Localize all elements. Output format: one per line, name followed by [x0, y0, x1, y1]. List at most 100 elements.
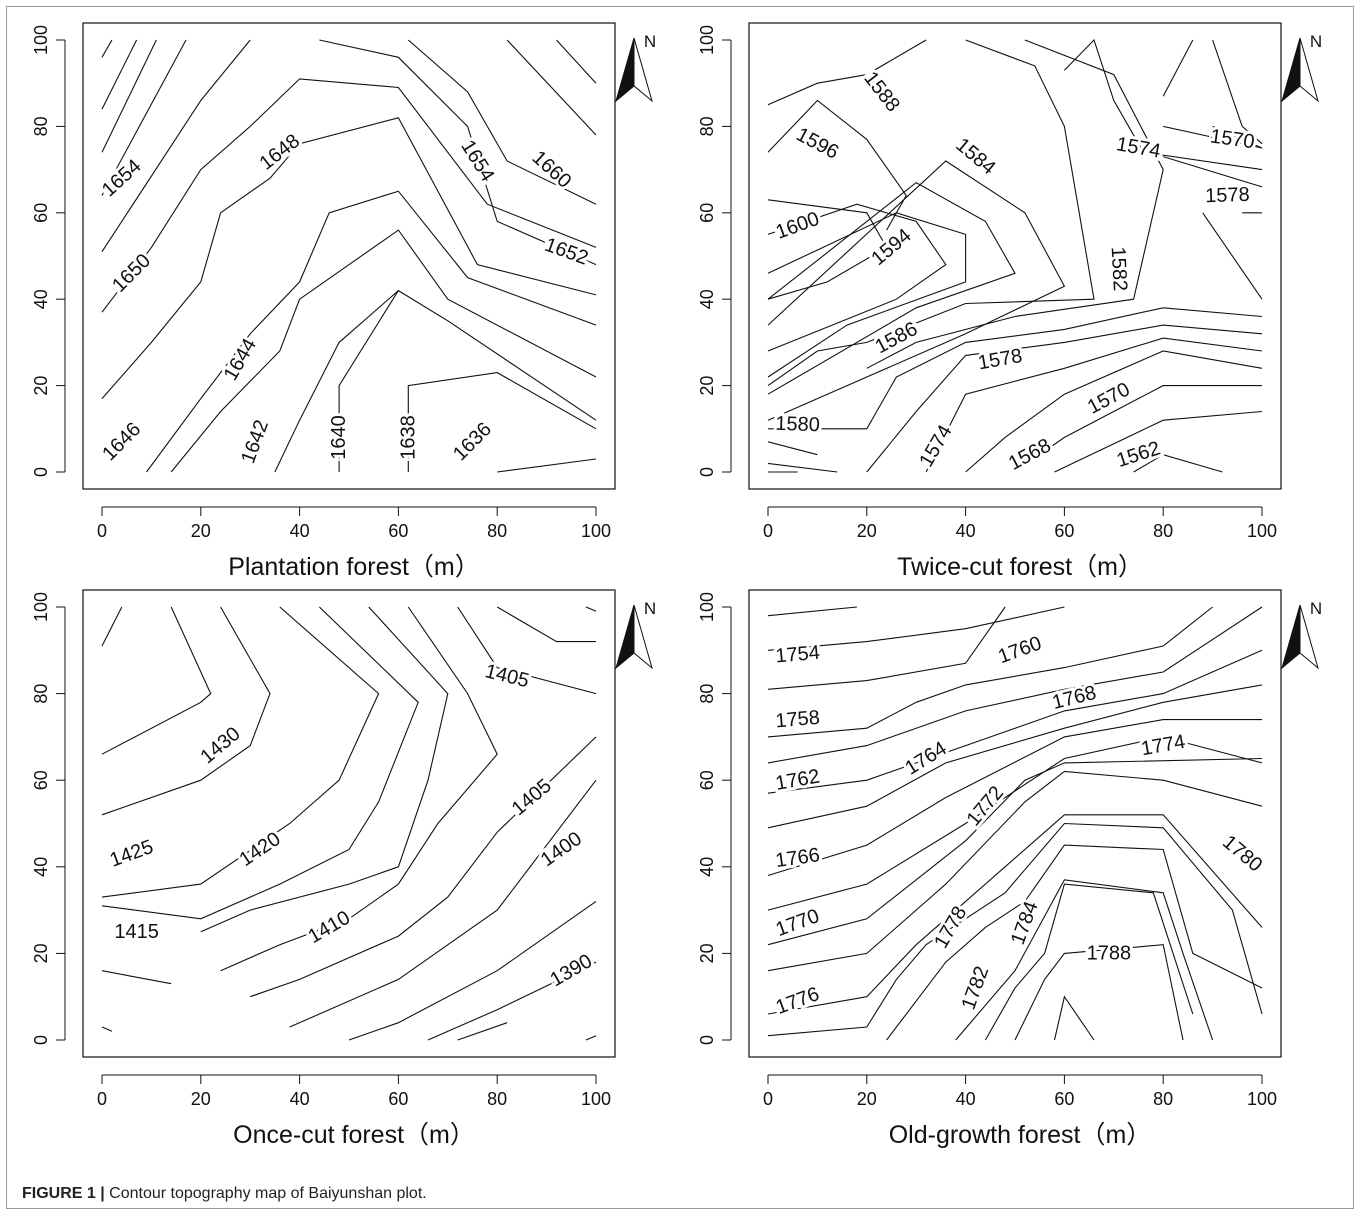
- contour-label: 1642: [237, 417, 273, 466]
- contour-label: 1654: [98, 155, 146, 201]
- contour-line: [1212, 39, 1263, 145]
- contour-label: 1415: [114, 921, 159, 943]
- panel-3: 1430 1425 1420 1415 1410 1405 1405 1400 1390 0 20 4…: [31, 589, 656, 1149]
- contour-line: [767, 757, 1263, 946]
- contour-line: [101, 606, 271, 816]
- contour-line: [767, 181, 1016, 395]
- contour-label: 1780: [1218, 831, 1266, 876]
- contour-line: [984, 883, 1194, 1041]
- contour-label: 1588: [859, 68, 904, 117]
- y-tick-label: 60: [697, 203, 717, 223]
- contour-label: 1646: [98, 418, 145, 465]
- contour-label: 1660: [528, 147, 576, 193]
- contour-label: 1405: [508, 775, 556, 820]
- x-axis-title: Twice-cut forest（m）: [897, 553, 1143, 581]
- y-tick-label: 0: [697, 1035, 717, 1045]
- x-tick-label: 80: [1153, 1089, 1173, 1109]
- contour-line: [496, 606, 596, 643]
- x-tick-label: 60: [388, 521, 408, 541]
- contour-line: [767, 814, 1263, 1015]
- caption-label: FIGURE 1 |: [22, 1185, 105, 1202]
- contour-label: 1782: [958, 963, 994, 1012]
- contour-line: [1133, 454, 1223, 473]
- contour-line: [925, 337, 1263, 473]
- x-tick-label: 80: [1153, 521, 1173, 541]
- y-tick-label: 40: [31, 857, 51, 877]
- x-tick-label: 40: [290, 1089, 310, 1109]
- x-tick-label: 60: [1054, 521, 1074, 541]
- contour-label: 1400: [537, 828, 586, 872]
- contour-line: [1212, 125, 1263, 149]
- contour-line: [1054, 410, 1263, 473]
- contour-line: [768, 307, 1263, 430]
- x-tick-label: 0: [763, 1089, 773, 1109]
- contour-line: [767, 606, 857, 617]
- contour-label: 1640: [328, 415, 350, 460]
- contour-line: [866, 39, 1164, 369]
- contour-line: [101, 39, 157, 153]
- panel-frame: [82, 22, 616, 490]
- contour-line: [101, 1026, 113, 1032]
- contour-label: 1770: [773, 905, 822, 941]
- contour-label: 1578: [1205, 184, 1250, 208]
- north-label: N: [644, 32, 656, 51]
- contour-line: [506, 39, 597, 136]
- contour-line: [767, 770, 1263, 972]
- x-tick-label: 20: [857, 1089, 877, 1109]
- contour-line: [1053, 995, 1095, 1041]
- contour-label: 1580: [775, 413, 820, 437]
- contour-line: [250, 736, 597, 998]
- contour-line: [767, 199, 888, 300]
- x-tick-label: 0: [97, 521, 107, 541]
- north-label: N: [1310, 599, 1322, 618]
- contour-line: [767, 684, 1263, 829]
- contour-label: 1774: [1139, 731, 1187, 760]
- y-tick-label: 100: [31, 592, 51, 622]
- contour-line: [101, 39, 187, 196]
- contour-line: [767, 649, 1263, 794]
- contour-line: [767, 606, 1006, 690]
- north-arrow-icon: [615, 604, 635, 670]
- contour-label: 1574: [1115, 133, 1163, 162]
- contour-line: [955, 879, 1214, 1041]
- y-tick-label: 100: [31, 25, 51, 55]
- north-arrow-icon: [615, 37, 635, 103]
- x-tick-label: 40: [956, 521, 976, 541]
- contour-line: [1163, 125, 1263, 149]
- north-arrow-icon: [1281, 37, 1301, 103]
- x-tick-label: 20: [191, 521, 211, 541]
- y-tick-label: 80: [31, 684, 51, 704]
- contour-line: [767, 212, 967, 378]
- north-arrow-outline-icon: [1299, 604, 1319, 670]
- contour-label: 1758: [775, 707, 821, 733]
- contour-line: [427, 961, 597, 1041]
- north-arrow-icon: [1281, 604, 1301, 670]
- x-tick-label: 0: [97, 1089, 107, 1109]
- panel-frame: [82, 589, 616, 1058]
- y-tick-label: 60: [31, 770, 51, 790]
- contour-line: [220, 606, 498, 972]
- contour-line: [101, 39, 138, 110]
- contour-line: [1064, 38, 1263, 171]
- contour-lines: [767, 606, 1263, 1041]
- contour-label: 1425: [107, 836, 156, 872]
- contour-line: [965, 350, 1263, 473]
- x-tick-label: 20: [857, 521, 877, 541]
- contour-label: 1578: [976, 345, 1024, 374]
- contour-label: 1420: [235, 828, 284, 871]
- contour-label: 1652: [542, 234, 591, 270]
- y-tick-label: 80: [697, 684, 717, 704]
- contour-label: 1638: [397, 415, 419, 460]
- contour-line: [101, 117, 597, 399]
- contour-line: [767, 736, 1263, 911]
- y-tick-label: 20: [31, 376, 51, 396]
- x-tick-label: 100: [581, 1089, 611, 1109]
- contour-line: [348, 900, 597, 1041]
- contour-line: [767, 606, 1065, 651]
- x-tick-label: 20: [191, 1089, 211, 1109]
- y-tick-label: 20: [697, 943, 717, 963]
- contour-line: [146, 190, 597, 473]
